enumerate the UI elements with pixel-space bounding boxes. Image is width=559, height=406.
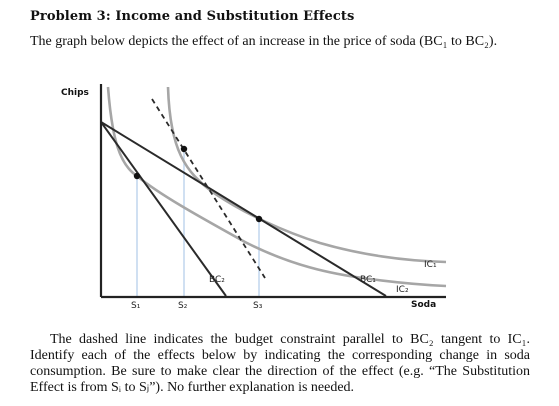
x-axis-label: Soda — [411, 300, 436, 310]
y-axis-label: Chips — [61, 88, 89, 98]
tick-label-s2: S₂ — [178, 301, 188, 311]
tick-label-s1: S₁ — [131, 301, 141, 311]
tick-label-s3: S₃ — [253, 301, 263, 311]
question-text: The dashed line indicates the budget con… — [30, 332, 530, 395]
ic2-curve — [106, 86, 447, 288]
tangency-point-bc2-ic2 — [133, 172, 141, 180]
bc1-line — [100, 121, 387, 297]
bc2-line — [100, 121, 227, 297]
problem-heading: Problem 3: Income and Substitution Effec… — [30, 9, 355, 24]
intro-text: The graph below depicts the effect of an… — [30, 34, 498, 49]
ic1-label: IC₁ — [424, 260, 437, 270]
tangency-point-bc1-ic1 — [255, 215, 263, 223]
bc2-label: BC₂ — [209, 275, 225, 285]
ic2-label: IC₂ — [396, 285, 409, 295]
tangency-point-compensated-ic1 — [180, 145, 188, 153]
ic1-curve — [166, 86, 447, 264]
bc1-label: BC₁ — [360, 275, 376, 285]
